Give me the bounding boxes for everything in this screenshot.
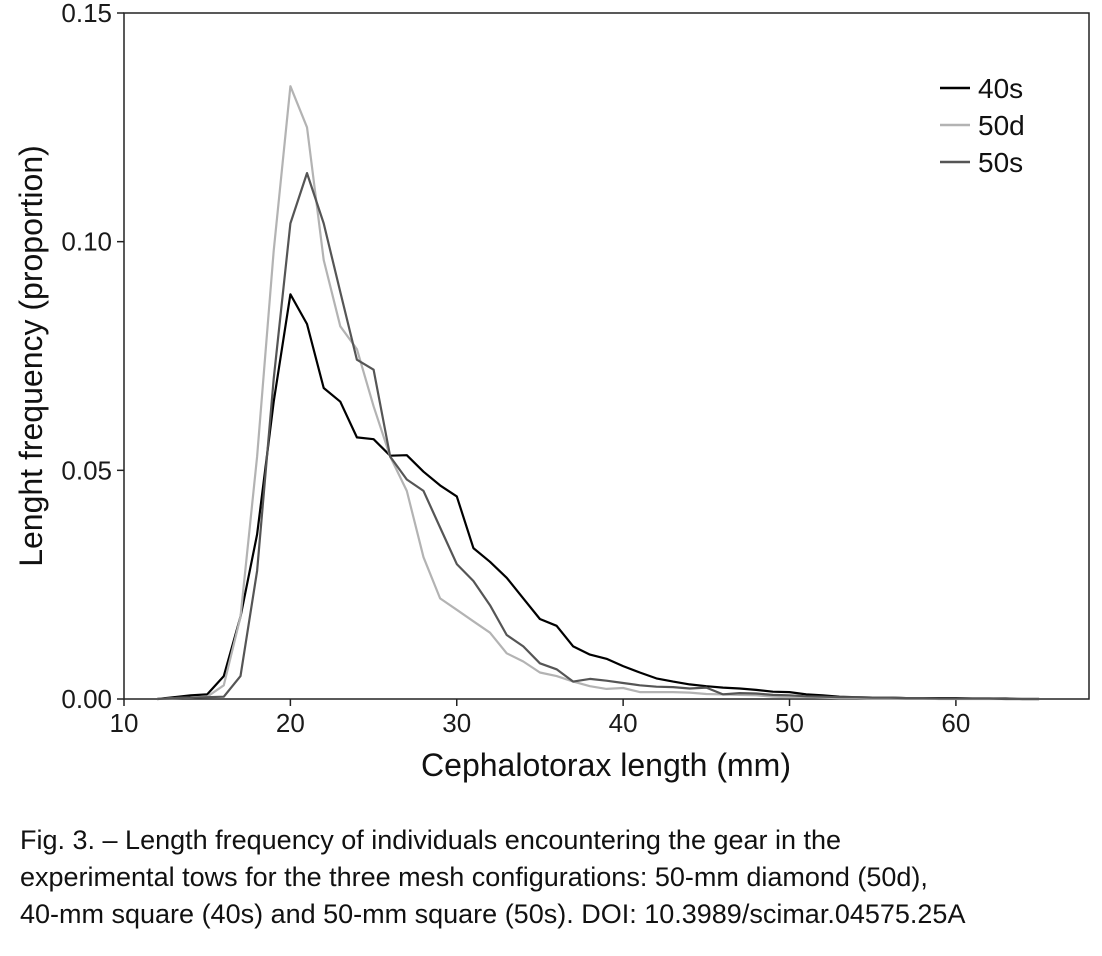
y-tick-label: 0.15 — [61, 0, 112, 28]
legend-label-50s: 50s — [978, 147, 1023, 178]
x-tick-label: 50 — [775, 708, 804, 738]
plot-frame — [123, 12, 1090, 700]
legend-label-40s: 40s — [978, 73, 1023, 104]
x-tick-label: 30 — [442, 708, 471, 738]
x-tick-label: 60 — [941, 708, 970, 738]
y-tick-label: 0.00 — [61, 684, 112, 714]
y-axis-title: Lenght frequency (proportion) — [13, 145, 49, 567]
caption-line: experimental tows for the three mesh con… — [20, 862, 928, 892]
x-axis-title: Cephalotorax length (mm) — [421, 747, 791, 783]
y-tick-label: 0.05 — [61, 455, 112, 485]
caption-line: Fig. 3. – Length frequency of individual… — [20, 825, 842, 855]
series-line-50s — [157, 172, 1040, 701]
series-line-40s — [157, 293, 1040, 701]
legend-label-50d: 50d — [978, 110, 1025, 141]
legend: 40s 50d 50s — [940, 73, 1025, 178]
series-line-50d — [157, 85, 1040, 701]
x-tick-label: 40 — [609, 708, 638, 738]
caption-line: 40-mm square (40s) and 50-mm square (50s… — [20, 899, 966, 929]
axes: 10 20 30 40 50 60 0.00 0.05 0.10 0.15 — [61, 0, 970, 738]
x-tick-label: 20 — [276, 708, 305, 738]
y-tick-label: 0.10 — [61, 227, 112, 257]
figure-caption: Fig. 3. – Length frequency of individual… — [20, 822, 1095, 933]
length-frequency-chart: 10 20 30 40 50 60 0.00 0.05 0.10 0.15 40s 50d 50s C… — [13, 0, 1090, 783]
series-lines — [157, 85, 1040, 701]
x-tick-label: 10 — [110, 708, 139, 738]
